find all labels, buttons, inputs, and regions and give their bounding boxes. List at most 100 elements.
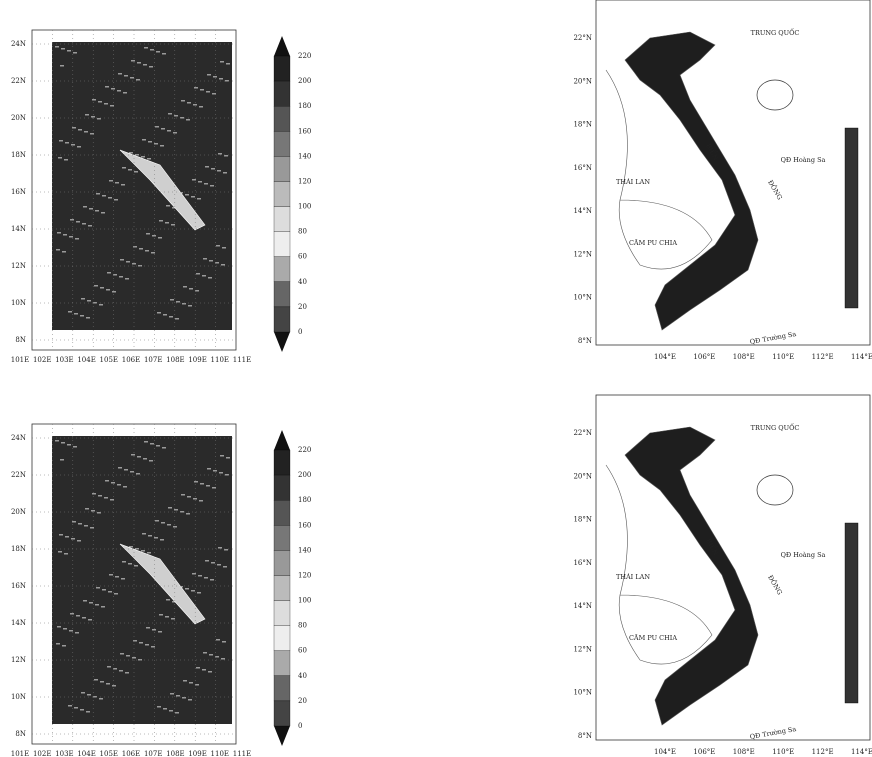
rain-speck: [159, 614, 163, 616]
colorbar-tick-label: 60: [298, 253, 307, 261]
rain-speck: [197, 198, 201, 200]
colorbar-tick-label: 0: [298, 328, 302, 336]
rain-speck: [186, 119, 190, 121]
rain-speck: [139, 642, 143, 644]
rain-speck: [63, 628, 67, 630]
colorbar-tick-label: 200: [298, 471, 311, 479]
rain-speck: [226, 457, 230, 459]
rain-speck: [205, 560, 209, 562]
rain-speck: [84, 525, 88, 527]
rain-speck: [59, 140, 63, 142]
rain-speck: [75, 632, 79, 634]
rain-speck: [157, 312, 161, 314]
rain-speck: [132, 263, 136, 265]
rain-speck: [71, 538, 75, 540]
lat-label: 14°N: [573, 207, 592, 215]
rain-speck: [88, 619, 92, 621]
rain-speck: [189, 682, 193, 684]
colorbar-tick-label: 20: [298, 697, 307, 705]
rain-speck: [83, 600, 87, 602]
rain-speck: [129, 152, 133, 154]
rain-speck: [112, 685, 116, 687]
rain-speck: [174, 115, 178, 117]
rain-speck: [98, 101, 102, 103]
lon-label: 108°E: [733, 748, 755, 756]
rain-speck: [185, 588, 189, 590]
rain-speck: [74, 313, 78, 315]
rain-speck: [101, 606, 105, 608]
rain-speck: [119, 670, 123, 672]
rain-speck: [170, 693, 174, 695]
lat-label: 14N: [11, 225, 26, 233]
rain-speck: [188, 699, 192, 701]
rain-speck: [161, 522, 165, 524]
hainan: [757, 475, 793, 505]
rain-speck: [152, 235, 156, 237]
rain-speck: [122, 167, 126, 169]
lon-label: 106°E: [693, 353, 715, 361]
rain-speck: [211, 168, 215, 170]
rain-speck: [108, 197, 112, 199]
rain-speck: [109, 180, 113, 182]
rain-speck: [136, 79, 140, 81]
rain-speck: [217, 170, 221, 172]
rain-speck: [166, 205, 170, 207]
rain-speck: [99, 304, 103, 306]
colorbar-tick-label: 140: [298, 546, 311, 554]
place-label: TRUNG QUỐC: [751, 27, 800, 37]
rain-speck: [145, 644, 149, 646]
rain-speck: [120, 259, 124, 261]
colorbar-tick-label: 80: [298, 228, 307, 236]
rain-speck: [206, 91, 210, 93]
rain-speck: [94, 285, 98, 287]
rain-speck: [77, 540, 81, 542]
rain-speck: [192, 573, 196, 575]
rain-field: [52, 436, 232, 724]
lon-label: 109E: [188, 750, 206, 757]
rain-speck: [72, 127, 76, 129]
rain-speck: [85, 114, 89, 116]
rain-speck: [139, 248, 143, 250]
rain-speck: [57, 232, 61, 234]
rain-speck: [216, 639, 220, 641]
lat-label: 24N: [11, 434, 26, 442]
rain-speck: [198, 181, 202, 183]
rain-speck: [171, 618, 175, 620]
rain-speck: [174, 509, 178, 511]
rain-speck: [121, 184, 125, 186]
rain-speck: [74, 707, 78, 709]
rain-speck: [208, 277, 212, 279]
rain-speck: [222, 641, 226, 643]
rain-speck: [173, 132, 177, 134]
rain-speck: [83, 206, 87, 208]
rain-speck: [125, 278, 129, 280]
rain-speck: [115, 182, 119, 184]
rain-speck: [92, 99, 96, 101]
lon-label: 102E: [33, 356, 51, 364]
colorbar-tick-label: 20: [298, 303, 307, 311]
rain-speck: [185, 194, 189, 196]
lon-label: 107E: [144, 750, 162, 757]
rain-speck: [169, 316, 173, 318]
rain-speck: [71, 144, 75, 146]
colorbar-segment: [274, 550, 290, 575]
rain-speck: [86, 317, 90, 319]
rain-speck: [144, 47, 148, 49]
colorbar-tick-label: 160: [298, 521, 311, 529]
rain-speck: [154, 537, 158, 539]
rain-speck: [64, 553, 68, 555]
rain-speck: [221, 264, 225, 266]
rain-speck: [108, 591, 112, 593]
place-label: TRUNG QUỐC: [751, 422, 800, 432]
rain-speck: [223, 172, 227, 174]
rain-speck: [159, 220, 163, 222]
rain-speck: [101, 212, 105, 214]
rain-speck: [193, 498, 197, 500]
rain-speck: [56, 643, 60, 645]
rain-speck: [64, 159, 68, 161]
lat-label: 20°N: [573, 77, 592, 85]
rain-speck: [87, 300, 91, 302]
rain-speck: [67, 444, 71, 446]
colorbar: [845, 523, 858, 703]
rain-speck: [188, 305, 192, 307]
